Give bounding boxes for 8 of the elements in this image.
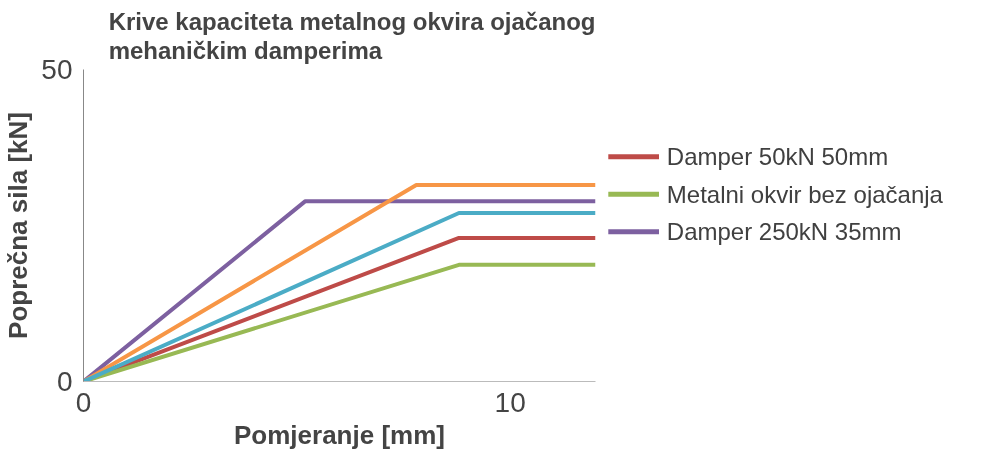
y-axis-title: Poprečna sila [kN] [3,112,34,339]
legend-label: Metalni okvir bez ojačanja [666,180,944,208]
x-axis-title: Pomjeranje [mm] [234,419,445,450]
chart-title: Krive kapaciteta metalnog okvira ojačanog mehaničkim damperima [108,7,596,65]
legend-label: Damper 50kN 50mm [666,143,889,171]
x-tick-label: 10 [494,386,526,418]
legend-label: Damper 250kN 35mm [666,218,902,246]
y-tick-label: 50 [41,54,73,85]
